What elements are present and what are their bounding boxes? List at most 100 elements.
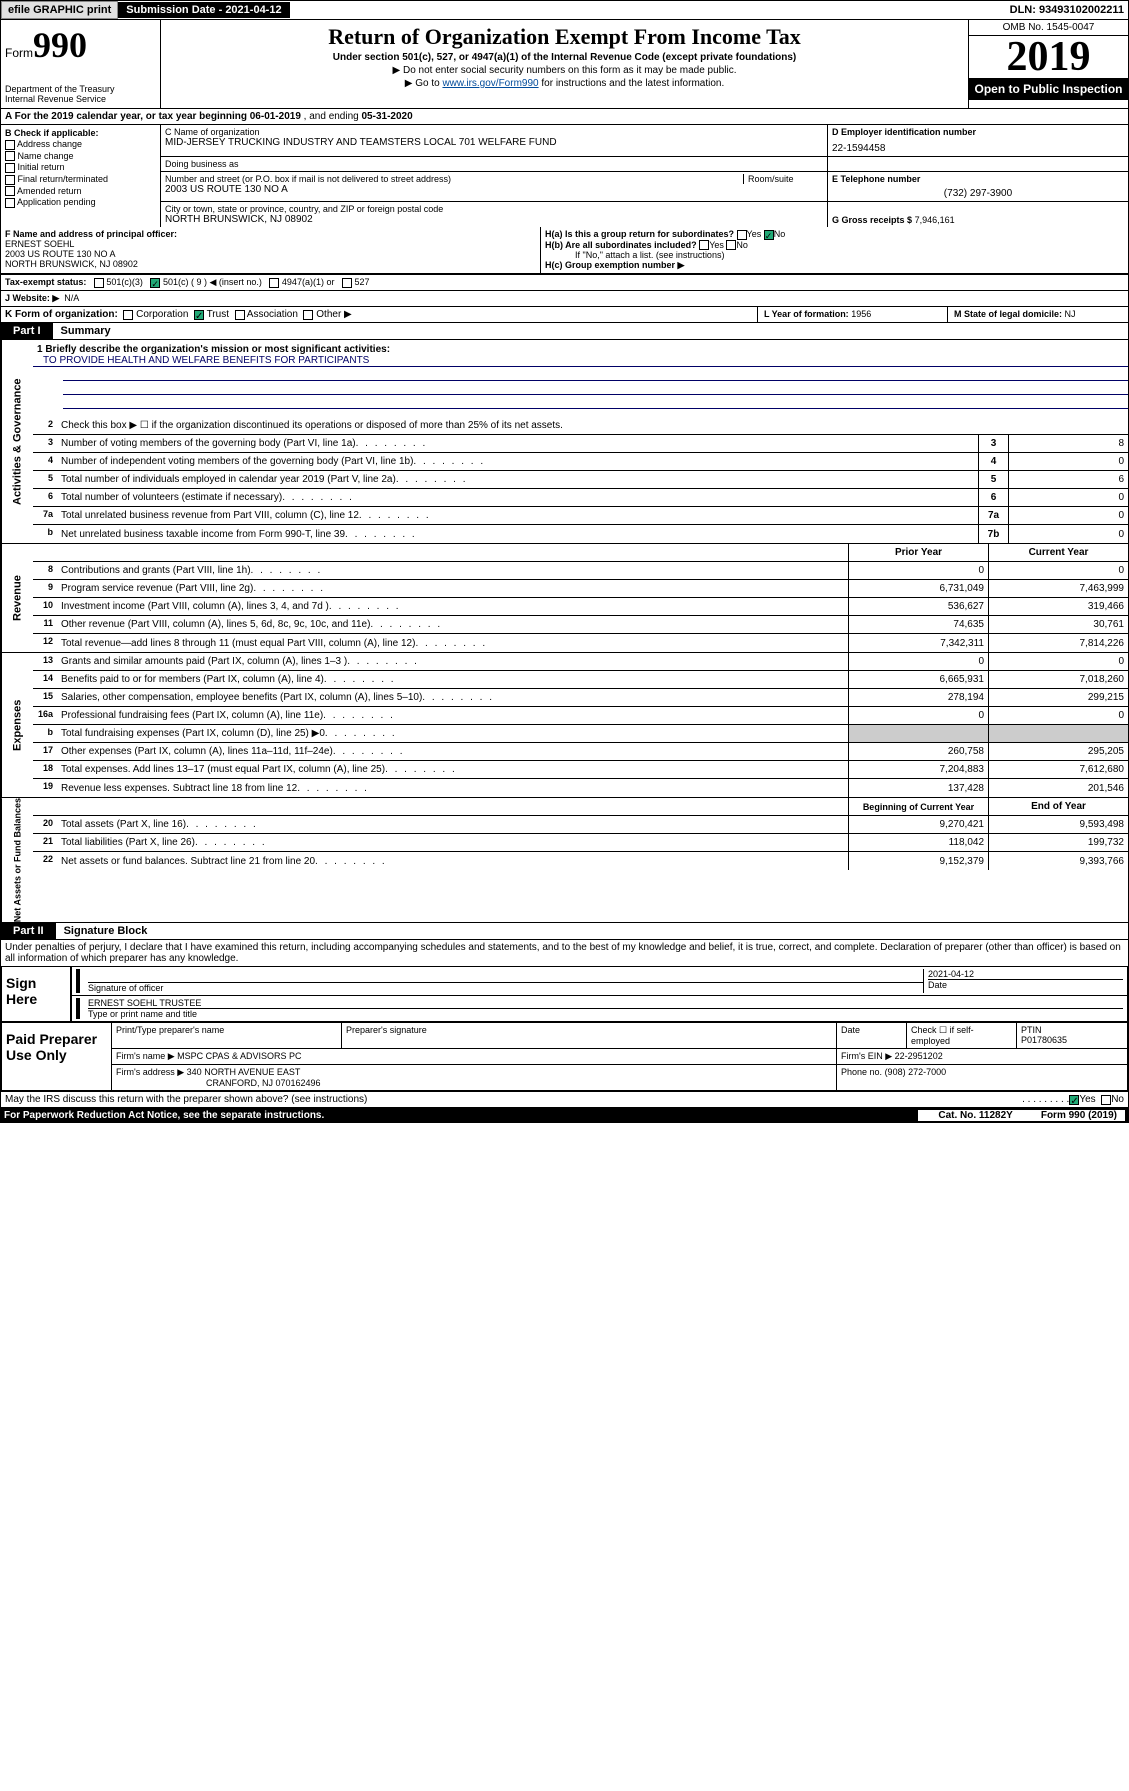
firm-ein-label: Firm's EIN ▶ xyxy=(841,1051,892,1061)
rev-lines-8: 8Contributions and grants (Part VIII, li… xyxy=(33,562,1128,580)
expenses-section: Expenses 13Grants and similar amounts pa… xyxy=(0,652,1129,797)
hdr-end: End of Year xyxy=(988,798,1128,815)
ha-no[interactable]: ✓ xyxy=(764,230,774,240)
hdr-prior-year: Prior Year xyxy=(848,544,988,561)
mission-line3 xyxy=(63,381,1128,395)
f-label: F Name and address of principal officer: xyxy=(5,229,177,239)
ts-527[interactable] xyxy=(342,278,352,288)
na-lines-22: 22Net assets or fund balances. Subtract … xyxy=(33,852,1128,870)
dln: DLN: 93493102002211 xyxy=(1010,4,1128,16)
box-d: D Employer identification number 22-1594… xyxy=(828,125,1128,156)
footer: For Paperwork Reduction Act Notice, see … xyxy=(0,1108,1129,1123)
line-a-begin: 06-01-2019 xyxy=(250,111,301,122)
tax-status-label: Tax-exempt status: xyxy=(5,277,86,287)
topbar: efile GRAPHIC print Submission Date - 20… xyxy=(0,0,1129,20)
k-other[interactable] xyxy=(303,310,313,320)
ha-yes[interactable] xyxy=(737,230,747,240)
tax-year: 2019 xyxy=(969,36,1128,78)
gov-line-2: 2Check this box ▶ ☐ if the organization … xyxy=(33,417,1128,435)
box-g: G Gross receipts $ 7,946,161 xyxy=(828,202,1128,227)
chk-name[interactable] xyxy=(5,151,15,161)
gov-line-5: 5Total number of individuals employed in… xyxy=(33,471,1128,489)
line-a: A For the 2019 calendar year, or tax yea… xyxy=(0,109,1129,125)
mission-line4 xyxy=(63,395,1128,409)
k-corp[interactable] xyxy=(123,310,133,320)
part1-header: Part I Summary xyxy=(0,323,1129,340)
hdr-current-year: Current Year xyxy=(988,544,1128,561)
mission-text: TO PROVIDE HEALTH AND WELFARE BENEFITS F… xyxy=(33,355,1128,367)
k-assoc[interactable] xyxy=(235,310,245,320)
ts-501c[interactable]: ✓ xyxy=(150,278,160,288)
chk-initial[interactable] xyxy=(5,163,15,173)
firm-phone: (908) 272-7000 xyxy=(885,1067,947,1077)
discuss-row: May the IRS discuss this return with the… xyxy=(0,1092,1129,1108)
na-lines-20: 20Total assets (Part X, line 16)9,270,42… xyxy=(33,816,1128,834)
hb-yes[interactable] xyxy=(699,240,709,250)
header-left: Form990 Department of the Treasury Inter… xyxy=(1,20,161,108)
chk-pending[interactable] xyxy=(5,198,15,208)
part2-title: Signature Block xyxy=(56,923,156,939)
opt-name: Name change xyxy=(18,151,74,161)
ts-opt3: 527 xyxy=(354,277,369,287)
footer-form: Form 990 (2019) xyxy=(1033,1110,1125,1121)
box-b: B Check if applicable: Address change Na… xyxy=(1,125,161,227)
discuss-no-label: No xyxy=(1111,1094,1124,1105)
box-l: L Year of formation: 1956 xyxy=(758,307,948,322)
revenue-section: Revenue Prior Year Current Year 8Contrib… xyxy=(0,543,1129,652)
k-opt2: Association xyxy=(247,309,298,320)
exp-lines-17: 17Other expenses (Part IX, column (A), l… xyxy=(33,743,1128,761)
chk-final[interactable] xyxy=(5,175,15,185)
discuss-yes[interactable]: ✓ xyxy=(1069,1095,1079,1105)
department: Department of the Treasury Internal Reve… xyxy=(5,84,156,104)
perjury-text: Under penalties of perjury, I declare th… xyxy=(0,940,1129,966)
discuss-no[interactable] xyxy=(1101,1095,1111,1105)
box-h: H(a) Is this a group return for subordin… xyxy=(541,227,1128,273)
sign-date-label: Date xyxy=(928,980,1123,990)
gov-line-3: 3Number of voting members of the governi… xyxy=(33,435,1128,453)
ts-4947[interactable] xyxy=(269,278,279,288)
ts-opt0: 501(c)(3) xyxy=(106,277,143,287)
firm-label: Firm's name ▶ xyxy=(116,1051,175,1061)
hb-note: If "No," attach a list. (see instruction… xyxy=(545,250,1124,260)
officer-addr2: NORTH BRUNSWICK, NJ 08902 xyxy=(5,259,138,269)
rev-lines-9: 9Program service revenue (Part VIII, lin… xyxy=(33,580,1128,598)
section-fh: F Name and address of principal officer:… xyxy=(0,227,1129,274)
chk-amended[interactable] xyxy=(5,186,15,196)
k-trust[interactable]: ✓ xyxy=(194,310,204,320)
discuss-q: May the IRS discuss this return with the… xyxy=(5,1094,367,1105)
dba-label: Doing business as xyxy=(165,159,823,169)
addr-cell: Number and street (or P.O. box if mail i… xyxy=(161,172,828,201)
ts-opt1: 501(c) ( 9 ) ◀ (insert no.) xyxy=(163,277,262,287)
website-row: J Website: ▶ N/A xyxy=(0,291,1129,307)
prep-h1: Print/Type preparer's name xyxy=(112,1023,342,1048)
officer-addr1: 2003 US ROUTE 130 NO A xyxy=(5,249,116,259)
footer-pra: For Paperwork Reduction Act Notice, see … xyxy=(4,1110,918,1121)
irs-link[interactable]: www.irs.gov/Form990 xyxy=(442,78,538,89)
rev-lines-11: 11Other revenue (Part VIII, column (A), … xyxy=(33,616,1128,634)
ts-501c3[interactable] xyxy=(94,278,104,288)
section-bcd: B Check if applicable: Address change Na… xyxy=(0,125,1129,227)
k-opt0: Corporation xyxy=(136,309,188,320)
form-title: Return of Organization Exempt From Incom… xyxy=(165,24,964,50)
efile-button[interactable]: efile GRAPHIC print xyxy=(1,1,118,19)
sub2-post: for instructions and the latest informat… xyxy=(539,78,725,89)
prep-h2: Preparer's signature xyxy=(342,1023,837,1048)
preparer-label: Paid Preparer Use Only xyxy=(2,1023,112,1090)
dba-right xyxy=(828,157,1128,171)
k-opt3: Other ▶ xyxy=(316,309,351,320)
form-prefix: Form xyxy=(5,46,33,60)
form-header: Form990 Department of the Treasury Inter… xyxy=(0,20,1129,109)
exp-lines-14: 14Benefits paid to or for members (Part … xyxy=(33,671,1128,689)
sub1: ▶ Do not enter social security numbers o… xyxy=(165,65,964,76)
chk-address[interactable] xyxy=(5,140,15,150)
sign-here-label: Sign Here xyxy=(2,967,72,1021)
gov-line-6: 6Total number of volunteers (estimate if… xyxy=(33,489,1128,507)
signer-name: ERNEST SOEHL TRUSTEE xyxy=(88,998,1123,1009)
box-b-label: B Check if applicable: xyxy=(5,128,156,138)
hb-no[interactable] xyxy=(726,240,736,250)
opt-final: Final return/terminated xyxy=(18,174,109,184)
firm-name: MSPC CPAS & ADVISORS PC xyxy=(177,1051,301,1061)
mission-line2 xyxy=(63,367,1128,381)
line-a-end: 05-31-2020 xyxy=(362,111,413,122)
room-label: Room/suite xyxy=(743,174,823,184)
